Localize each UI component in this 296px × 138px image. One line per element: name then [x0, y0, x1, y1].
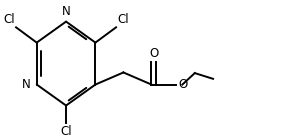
Text: Cl: Cl — [3, 13, 15, 26]
Text: N: N — [22, 78, 31, 91]
Text: N: N — [62, 5, 70, 18]
Text: O: O — [149, 47, 158, 60]
Text: Cl: Cl — [60, 125, 72, 138]
Text: Cl: Cl — [118, 13, 129, 26]
Text: O: O — [178, 78, 187, 91]
